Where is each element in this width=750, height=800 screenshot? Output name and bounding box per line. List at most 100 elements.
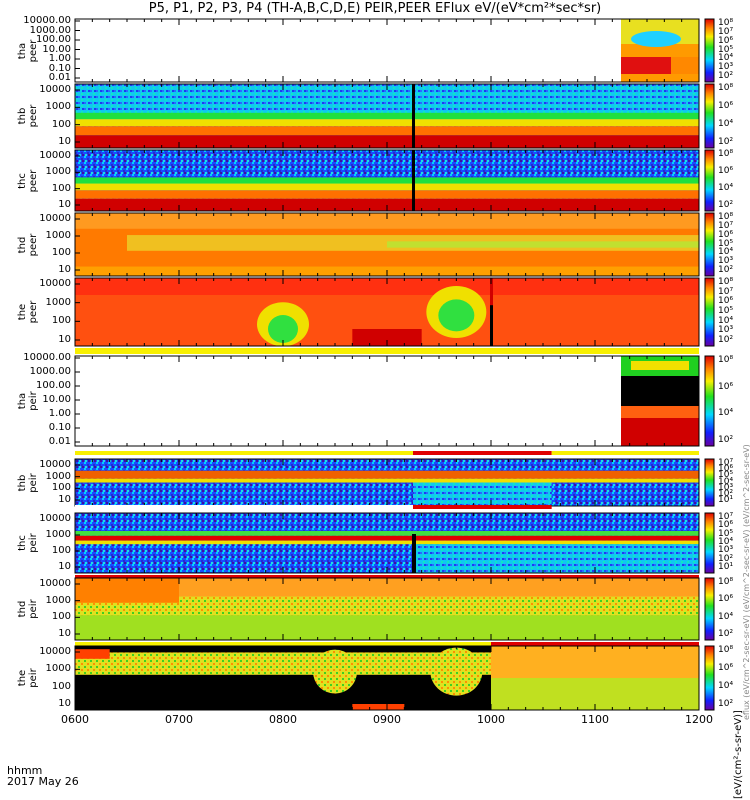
colorbar-tick-label: 10⁶ xyxy=(718,464,734,475)
colorbar-tick-label: 10⁶ xyxy=(718,229,734,240)
colorbar xyxy=(704,18,715,83)
y-tick-label: 10000.00 xyxy=(23,352,71,363)
spectral-band xyxy=(75,183,699,191)
colorbar-tick-label: 10⁴ xyxy=(718,247,734,258)
flux-enhancement xyxy=(438,299,475,332)
y-tick-label: 10000 xyxy=(39,646,71,657)
colorbar-tick-label: 10⁴ xyxy=(718,315,734,326)
spectral-band xyxy=(671,57,699,74)
colorbar xyxy=(704,355,715,447)
y-tick-label: 10.00 xyxy=(42,394,71,405)
data-gap xyxy=(412,534,416,573)
colorbar xyxy=(704,512,715,574)
y-tick-label: 1000 xyxy=(45,166,71,178)
y-tick-label: 10000 xyxy=(39,459,71,470)
spectral-band xyxy=(75,652,491,675)
colorbar-tick-label: 10⁴ xyxy=(718,611,734,622)
y-tick-label: 100 xyxy=(51,315,71,327)
y-tick-label: 10 xyxy=(58,628,71,639)
colorbar xyxy=(704,149,715,212)
colorbar-tick-label: 10² xyxy=(718,137,734,147)
date-label: 2017 May 26 xyxy=(7,775,79,788)
colorbar-tick-label: 10⁸ xyxy=(718,149,734,159)
y-tick-label: 1000.00 xyxy=(29,24,71,36)
colorbar-tick-label: 10⁸ xyxy=(718,83,734,93)
colorbar-tick-label: 10³ xyxy=(718,62,734,73)
colorbar-tick-label: 10⁶ xyxy=(718,296,734,307)
spectral-band xyxy=(75,278,699,295)
colorbar-tick-label: 10² xyxy=(718,71,734,81)
y-tick-label: 100.00 xyxy=(36,380,71,391)
y-tick-label: 100.00 xyxy=(36,34,71,45)
panel-label-product: peir xyxy=(28,533,39,553)
y-tick-label: 0.01 xyxy=(48,436,71,447)
data-gap xyxy=(490,278,493,346)
panel-label: thc peir xyxy=(17,523,39,563)
flux-enhancement xyxy=(268,315,298,343)
colorbar-tick-label: 10⁴ xyxy=(718,183,734,193)
spectral-band xyxy=(75,535,699,541)
spectral-band xyxy=(413,544,699,573)
mode-bar xyxy=(75,350,699,354)
colorbar xyxy=(704,577,715,641)
y-tick-label: 1000 xyxy=(45,594,71,606)
colorbar-tick-label: 10⁴ xyxy=(718,408,734,419)
y-tick-label: 10 xyxy=(58,561,71,572)
colorbar-unit-label: eflux (eV/cm^2-sec-sr-eV) (eV/cm^2-sec-s… xyxy=(742,444,750,720)
colorbar-tick-label: 10¹ xyxy=(718,495,734,505)
spectral-band xyxy=(413,482,552,506)
flux-enhancement xyxy=(313,649,357,694)
y-tick-label: 10 xyxy=(58,494,71,505)
spectral-band xyxy=(75,531,699,536)
colorbar-tick-label: 10⁵ xyxy=(718,470,734,481)
colorbar xyxy=(704,83,715,149)
y-tick-label: 10 xyxy=(58,334,71,345)
x-tick-label: 1000 xyxy=(477,713,505,726)
y-tick-label: 10 xyxy=(58,264,71,275)
colorbar-tick-label: 10³ xyxy=(718,325,734,336)
spectral-band xyxy=(75,190,699,199)
colorbar-tick-label: 10⁴ xyxy=(718,476,734,487)
y-tick-label: 1000 xyxy=(45,529,71,540)
colorbar-tick-label: 10⁵ xyxy=(718,528,734,539)
y-tick-label: 10000 xyxy=(39,213,71,224)
mode-bar xyxy=(75,451,413,455)
colorbar-tick-label: 10⁴ xyxy=(718,537,734,547)
y-tick-label: 1000 xyxy=(45,296,71,308)
colorbar-tick-label: 10⁶ xyxy=(718,520,734,531)
colorbar-tick-label: 10² xyxy=(718,553,734,564)
y-tick-label: 1000 xyxy=(45,230,71,241)
colorbar xyxy=(704,277,715,347)
colorbar xyxy=(704,212,715,277)
panel-frame xyxy=(74,18,700,83)
colorbar-tick-label: 10⁶ xyxy=(718,35,734,46)
colorbar-tick-label: 10² xyxy=(718,629,734,639)
y-tick-label: 100 xyxy=(51,247,71,258)
spectral-band xyxy=(75,470,699,479)
mode-bar xyxy=(551,451,699,455)
y-tick-label: 100 xyxy=(51,611,71,623)
data-gap xyxy=(412,150,415,211)
y-tick-label: 1000 xyxy=(45,663,71,675)
y-tick-label: 100 xyxy=(51,482,71,494)
y-tick-label: 0.10 xyxy=(48,62,71,74)
y-tick-label: 0.10 xyxy=(48,422,71,433)
x-tick-label: 1200 xyxy=(685,713,713,726)
spectral-band xyxy=(75,478,699,483)
y-tick-label: 10000 xyxy=(39,150,71,161)
spectral-band xyxy=(352,329,422,346)
colorbar-tick-label: 10⁷ xyxy=(718,458,734,468)
y-tick-label: 1000.00 xyxy=(29,366,71,377)
y-tick-label: 0.01 xyxy=(48,72,71,83)
y-tick-label: 100 xyxy=(51,680,71,692)
colorbar-tick-label: 10⁶ xyxy=(718,663,734,673)
colorbar-tick-label: 10⁸ xyxy=(718,645,734,655)
colorbar-tick-label: 10⁵ xyxy=(718,306,734,316)
mode-bar xyxy=(75,642,491,648)
colorbar xyxy=(704,458,715,507)
y-tick-label: 10 xyxy=(58,199,71,210)
panel-label-probe: thc xyxy=(17,535,28,551)
colorbar-tick-label: 10² xyxy=(718,265,734,275)
mode-bar xyxy=(413,451,552,455)
spectral-band xyxy=(75,649,110,659)
